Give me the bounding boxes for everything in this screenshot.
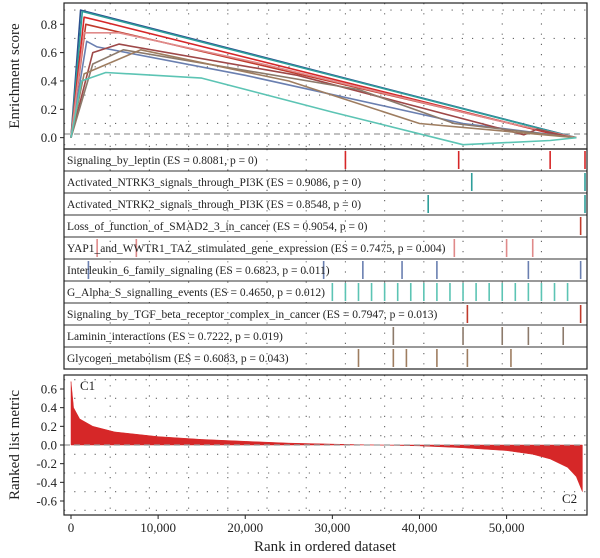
gene-set-row: Signaling_by_leptin (ES = 0.8081, p = 0) [67, 151, 586, 169]
es-y-tick-label: 0.8 [41, 17, 57, 32]
es-series-line-10 [70, 71, 577, 146]
gene-set-label: Glycogen_metabolism (ES = 0.6083, p = 0.… [67, 353, 289, 365]
hits-frame [63, 148, 588, 370]
gene-set-row: Loss_of_function_of_SMAD2_3_in_cancer (E… [64, 214, 587, 235]
es-series-line-8 [70, 49, 577, 139]
es-series-line-6 [70, 31, 577, 139]
ranked-x-tick-label: 0 [68, 520, 75, 535]
ranked-y-label: Ranked list metric [7, 390, 23, 500]
hits-rows: Signaling_by_leptin (ES = 0.8081, p = 0)… [64, 151, 587, 367]
es-y-tick-label: 0.2 [41, 102, 57, 117]
gene-set-row: Laminin_interactions (ES = 0.7222, p = 0… [64, 324, 587, 345]
gene-set-label: Loss_of_function_of_SMAD2_3_in_cancer (E… [67, 221, 368, 233]
ranked-x-tick-label: 10,000 [140, 520, 176, 535]
gene-set-label: Signaling_by_TGF_beta_receptor_complex_i… [67, 309, 438, 321]
ranked-metric-panel: 0.6 0.4 0.2 0.0 -0.2 -0.4 -0.6 0 10,000 20,000 30… [7, 374, 588, 555]
gene-set-label: Interleukin_6_family_signaling (ES = 0.6… [67, 265, 330, 277]
gene-set-label: Activated_NTRK2_signals_through_PI3K (ES… [67, 199, 361, 211]
es-series-line-7 [70, 43, 573, 139]
enrichment-y-ticks: 0.0 0.2 0.4 0.6 0.8 [41, 17, 64, 145]
gene-set-label: Activated_NTRK3_signals_through_PI3K (ES… [67, 177, 361, 189]
enrichment-y-label: Enrichment score [7, 23, 23, 129]
c1-label: C1 [80, 378, 95, 393]
gene-set-hits-panel: Signaling_by_leptin (ES = 0.8081, p = 0)… [63, 148, 588, 370]
gene-set-label: YAP1_and_WWTR1_TAZ_stimulated_gene_expre… [67, 243, 446, 255]
ranked-y-tick-label: 0.4 [41, 400, 58, 415]
gene-set-label: Laminin_interactions (ES = 0.7222, p = 0… [67, 331, 283, 343]
c2-label: C2 [562, 491, 577, 506]
es-series-line-9 [70, 49, 577, 139]
es-series-line-5 [70, 40, 577, 139]
ranked-y-tick-label: 0.2 [41, 419, 57, 434]
ranked-y-tick-label: -0.6 [36, 494, 57, 509]
ranked-y-tick-label: -0.4 [36, 475, 57, 490]
enrichment-lines [70, 9, 577, 146]
gene-set-label: Signaling_by_leptin (ES = 0.8081, p = 0) [67, 155, 258, 167]
ranked-x-label: Rank in ordered dataset [254, 539, 397, 555]
ranked-y-tick-label: 0.6 [41, 382, 58, 397]
gene-set-row: Signaling_by_TGF_beta_receptor_complex_i… [64, 302, 587, 323]
gene-set-row: Interleukin_6_family_signaling (ES = 0.6… [64, 258, 587, 279]
ranked-y-tick-label: -0.2 [36, 456, 57, 471]
gene-set-row: G_Alpha_S_signalling_events (ES = 0.4650… [64, 280, 587, 301]
ranked-x-tick-label: 40,000 [402, 520, 438, 535]
gene-set-row: YAP1_and_WWTR1_TAZ_stimulated_gene_expre… [64, 236, 587, 257]
ranked-x-ticks: 0 10,000 20,000 30,000 40,000 50,000 [68, 515, 525, 535]
es-y-tick-label: 0.6 [41, 45, 58, 60]
es-y-tick-label: 0.4 [41, 73, 58, 88]
ranked-y-ticks: 0.6 0.4 0.2 0.0 -0.2 -0.4 -0.6 [36, 382, 64, 509]
es-y-tick-label: 0.0 [41, 130, 57, 145]
enrichment-score-panel: 0.0 0.2 0.4 0.6 0.8 Enrichment score [7, 2, 588, 150]
ranked-x-tick-label: 20,000 [227, 520, 263, 535]
gene-set-row: Activated_NTRK2_signals_through_PI3K (ES… [64, 192, 587, 213]
gene-set-row: Glycogen_metabolism (ES = 0.6083, p = 0.… [64, 346, 587, 367]
ranked-x-tick-label: 50,000 [489, 520, 525, 535]
ranked-y-tick-label: 0.0 [41, 438, 57, 453]
ranked-x-tick-label: 30,000 [314, 520, 350, 535]
gene-set-label: G_Alpha_S_signalling_events (ES = 0.4650… [67, 287, 325, 299]
gene-set-row: Activated_NTRK3_signals_through_PI3K (ES… [64, 170, 587, 191]
